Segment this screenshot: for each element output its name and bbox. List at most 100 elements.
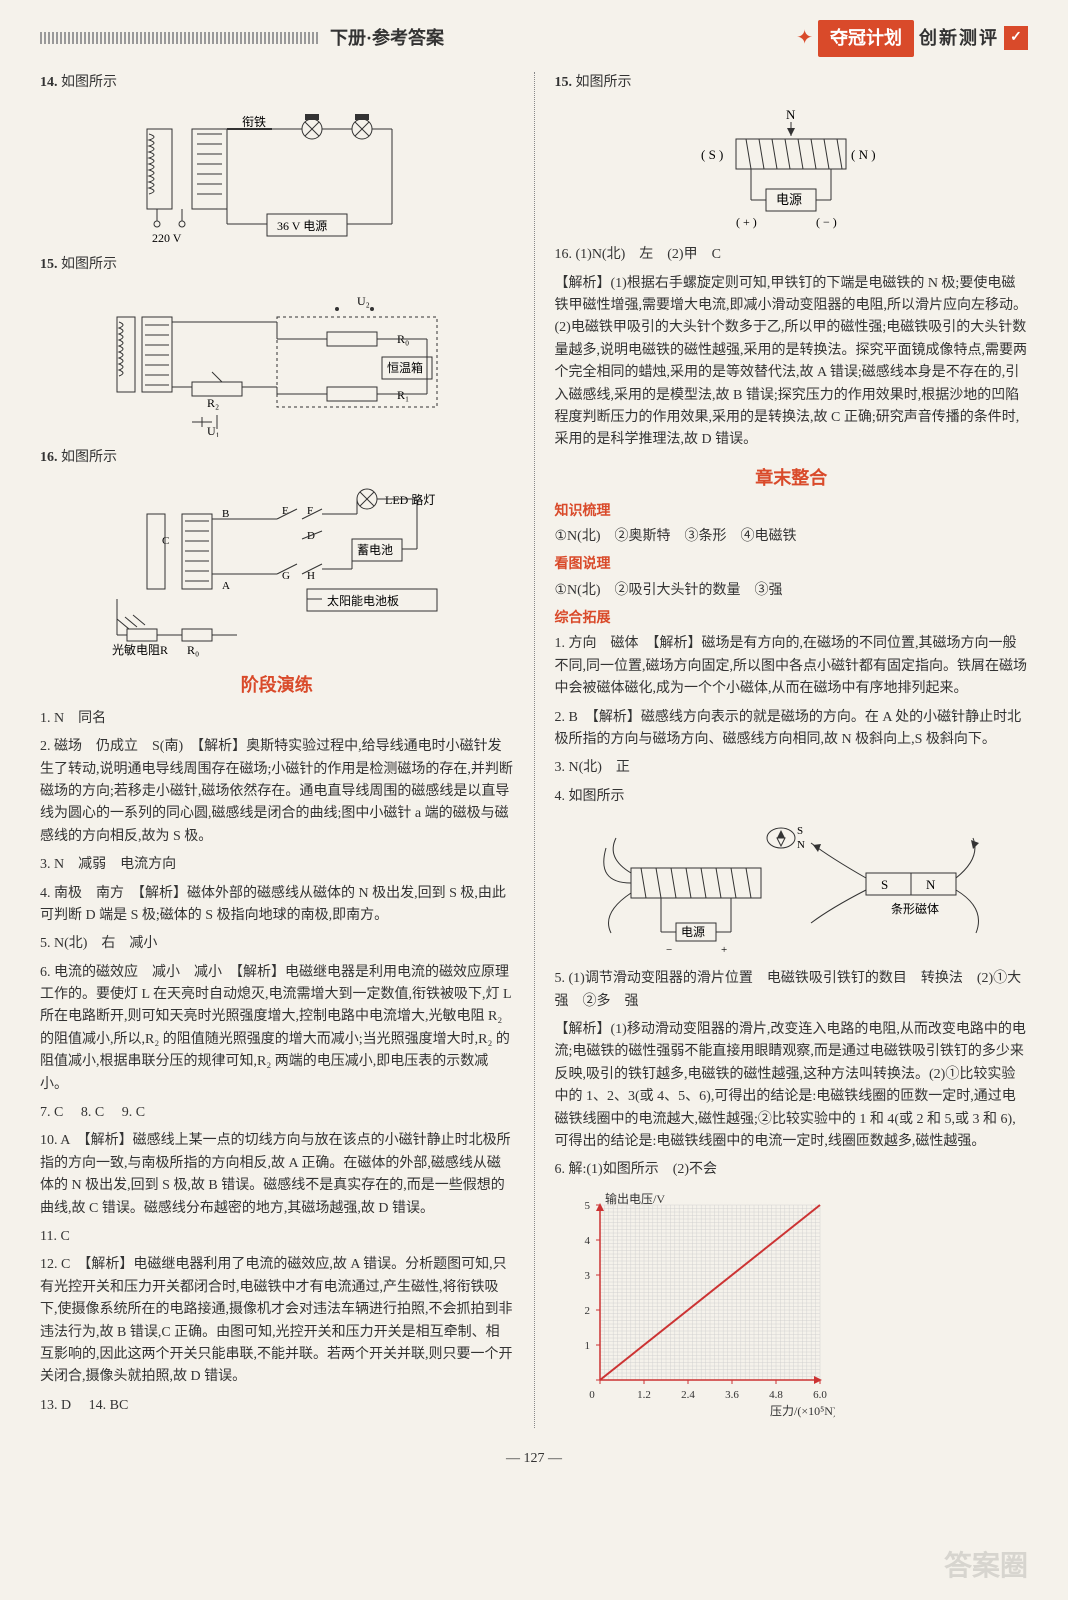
q14-label: 14.	[40, 75, 58, 90]
stage-q12: 12. C 【解析】电磁继电器利用了电流的磁效应,故 A 错误。分析题图可知,只…	[40, 1254, 514, 1388]
stage-q2: 2. 磁场 仍成立 S(南) 【解析】奥斯特实验过程中,给导线通电时小磁针发生了…	[40, 736, 514, 848]
svg-text:B: B	[222, 508, 229, 520]
figure-16: LED 路灯 蓄电池 太阳能电池板 EF D GH	[40, 479, 514, 659]
header-decoration	[40, 32, 320, 44]
svg-text:压力/(×10⁵N): 压力/(×10⁵N)	[770, 1404, 835, 1418]
expand-3: 3. N(北) 正	[555, 757, 1029, 779]
stage-q3: 3. N 减弱 电流方向	[40, 854, 514, 876]
content-columns: 14. 如图所示 衔铁	[40, 72, 1028, 1428]
stage-q10: 10. A 【解析】磁感线上某一点的切线方向与放在该点的小磁针静止时北极所指的方…	[40, 1130, 514, 1220]
fig14-220v-label: 220 V	[152, 231, 182, 244]
fig16-r0b-label: R₀	[187, 643, 199, 657]
r-q15: 15. 如图所示	[555, 72, 1029, 94]
figure-15: R₂ U₁ R₀ 恒温箱 R₁ U₂	[40, 287, 514, 437]
rfig15-minus: ( − )	[816, 215, 837, 229]
q15: 15. 如图所示	[40, 254, 514, 276]
expand-5-analysis: 【解析】(1)移动滑动变阻器的滑片,改变连入电路的电阻,从而改变电路中的电流;电…	[555, 1019, 1029, 1153]
rfig15-S: ( S )	[701, 147, 723, 162]
fig16-solar-label: 太阳能电池板	[327, 593, 399, 608]
q16: 16. 如图所示	[40, 447, 514, 469]
figure-e4: S N S N 条形磁体	[555, 818, 1029, 958]
watermark: 答案圈	[944, 1545, 1028, 1590]
r-q16: 16. (1)N(北) 左 (2)甲 C	[555, 244, 1029, 266]
q14-text: 如图所示	[61, 75, 117, 90]
page-title: 下册·参考答案	[330, 24, 444, 53]
page-number: — 127 —	[40, 1448, 1028, 1470]
stage-q1: 1. N 同名	[40, 708, 514, 730]
expand-4: 4. 如图所示	[555, 786, 1029, 808]
svg-text:G: G	[282, 570, 290, 582]
figure-r15: N ( S ) ( N ) 电源 ( + ) (	[555, 104, 1029, 234]
svg-text:S: S	[797, 825, 803, 837]
svg-text:6.0: 6.0	[813, 1389, 827, 1401]
column-divider	[534, 72, 535, 1428]
svg-text:0: 0	[589, 1389, 595, 1401]
fig16-photo-label: 光敏电阻R	[112, 642, 168, 657]
brand-badge: 夺冠计划	[818, 20, 914, 57]
svg-text:5: 5	[584, 1200, 590, 1212]
fige4-src: 电源	[681, 925, 705, 939]
stage-q11: 11. C	[40, 1226, 514, 1248]
output-voltage-chart: 1.2 2.4 3.6 4.8 6.0 0 1 2 3 4 5 输出电压/V 压力/(×10⁵N)	[555, 1190, 835, 1420]
q15-text: 如图所示	[61, 257, 117, 272]
brand-mark: ✓	[1004, 26, 1028, 50]
fig15-u2-label: U₂	[357, 294, 370, 308]
svg-text:4: 4	[584, 1235, 590, 1247]
svg-text:2: 2	[584, 1305, 590, 1317]
stage-q9: 9. C	[122, 1105, 145, 1120]
svg-text:3.6: 3.6	[725, 1389, 739, 1401]
expand-1: 1. 方向 磁体 【解析】磁场是有方向的,在磁场的不同位置,其磁场方向一般不同,…	[555, 633, 1029, 700]
sub-knowledge: 知识梳理	[555, 501, 1029, 523]
brand-text: 创新测评	[919, 24, 999, 53]
q14: 14. 如图所示	[40, 72, 514, 94]
page-number-value: 127	[524, 1451, 545, 1466]
stage-q5: 5. N(北) 右 减小	[40, 933, 514, 955]
fig15-r1-label: R₁	[397, 388, 409, 402]
rfig15-src: 电源	[776, 192, 802, 207]
rfig15-N: N	[786, 107, 796, 122]
brand-area: ✦ 夺冠计划 创新测评 ✓	[796, 20, 1028, 57]
svg-text:3: 3	[584, 1270, 590, 1282]
sub-expand: 综合拓展	[555, 608, 1029, 630]
svg-text:N: N	[926, 877, 936, 892]
fig15-r2-label: R₂	[207, 396, 219, 410]
q16-label: 16.	[40, 450, 58, 465]
stage-q789: 7. C 8. C 9. C	[40, 1102, 514, 1124]
svg-text:+: +	[721, 944, 727, 956]
picture-line1: ①N(北) ②吸引大头针的数量 ③强	[555, 580, 1029, 602]
stage-q6: 6. 电流的磁效应 减小 减小 【解析】电磁继电器是利用电流的磁效应原理工作的。…	[40, 962, 514, 1096]
fig16-battery-label: 蓄电池	[357, 543, 393, 557]
fig14-36v-label: 36 V 电源	[277, 219, 327, 233]
rfig15-Nr: ( N )	[851, 147, 876, 162]
section-chapter-title: 章末整合	[555, 464, 1029, 493]
figure-14: 衔铁 36 V 电源	[40, 104, 514, 244]
svg-text:1.2: 1.2	[637, 1389, 651, 1401]
stage-q1314: 13. D 14. BC	[40, 1395, 514, 1417]
fige4-bar: 条形磁体	[891, 901, 939, 916]
svg-text:N: N	[797, 839, 805, 851]
sub-picture: 看图说理	[555, 554, 1029, 576]
brand-icon: ✦	[796, 22, 813, 54]
r-q16-analysis: 【解析】(1)根据右手螺旋定则可知,甲铁钉的下端是电磁铁的 N 极;要使电磁铁甲…	[555, 273, 1029, 452]
section-stage-title: 阶段演练	[40, 671, 514, 700]
stage-q4: 4. 南极 南方 【解析】磁体外部的磁感线从磁体的 N 极出发,回到 S 极,由…	[40, 883, 514, 928]
svg-text:4.8: 4.8	[769, 1389, 783, 1401]
svg-text:−: −	[666, 944, 672, 956]
expand-5: 5. (1)调节滑动变阻器的滑片位置 电磁铁吸引铁钉的数目 转换法 (2)①大 …	[555, 968, 1029, 1013]
svg-text:1: 1	[584, 1340, 590, 1352]
left-column: 14. 如图所示 衔铁	[40, 72, 514, 1428]
stage-q7: 7. C	[40, 1105, 63, 1120]
svg-text:2.4: 2.4	[681, 1389, 695, 1401]
svg-text:S: S	[881, 877, 888, 892]
expand-6: 6. 解:(1)如图所示 (2)不会	[555, 1159, 1029, 1181]
stage-q8: 8. C	[81, 1105, 104, 1120]
q16-text: 如图所示	[61, 450, 117, 465]
svg-text:C: C	[162, 535, 169, 547]
svg-text:输出电压/V: 输出电压/V	[605, 1191, 665, 1206]
svg-text:A: A	[222, 580, 230, 592]
fig15-u1-label: U₁	[207, 424, 220, 437]
q15-label: 15.	[40, 257, 58, 272]
rfig15-plus: ( + )	[736, 215, 757, 229]
stage-q13: 13. D	[40, 1398, 71, 1413]
r-q15-label: 15.	[555, 75, 573, 90]
